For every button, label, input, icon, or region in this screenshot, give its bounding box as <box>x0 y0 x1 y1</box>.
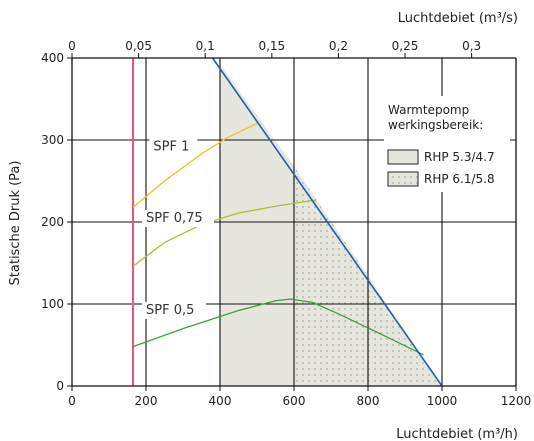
series-line-2 <box>132 298 424 356</box>
y-tick-label-400: 400 <box>41 51 64 65</box>
x-top-tick-label-0: 0 <box>68 39 76 53</box>
legend-title-line-1: Warmtepomp <box>388 103 469 117</box>
series-labels: SPF 1 SPF 0,75 SPF 0,5 <box>142 138 214 319</box>
y-tick-label-300: 300 <box>41 133 64 147</box>
region-rhp-6-1 <box>294 166 442 386</box>
x-top-tick-label-1: 0,05 <box>125 39 152 53</box>
series-line-1 <box>132 199 317 267</box>
series-line-0 <box>132 123 258 208</box>
operating-regions <box>220 64 442 386</box>
series-label-2: SPF 0,5 <box>146 303 194 318</box>
x-top-tick-label-2: 0,1 <box>196 39 215 53</box>
series-label-0: SPF 1 <box>153 140 189 155</box>
legend-item-rhp-5-3: RHP 5.3/4.7 <box>424 150 495 164</box>
x-top-axis-title: Luchtdebiet (m³/s) <box>398 11 518 26</box>
x-bottom-tick-label-200: 200 <box>135 394 158 408</box>
x-bottom-tick-label-800: 800 <box>357 394 380 408</box>
y-tick-label-0: 0 <box>56 379 64 393</box>
x-top-tick-label-5: 0,25 <box>392 39 419 53</box>
x-bottom-tick-label-600: 600 <box>283 394 306 408</box>
x-bottom-tick-label-1200: 1200 <box>501 394 532 408</box>
region-rhp-5-3 <box>220 64 294 386</box>
x-top-tick-label-4: 0,2 <box>329 39 348 53</box>
legend-title-line-2: werkingsbereik: <box>388 118 483 132</box>
y-tick-label-200: 200 <box>41 215 64 229</box>
legend-swatch-solid <box>387 149 419 165</box>
y-tick-label-100: 100 <box>41 297 64 311</box>
x-bottom-tick-label-0: 0 <box>68 394 76 408</box>
boundary-line <box>211 57 443 387</box>
boundary <box>211 57 443 387</box>
y-axis-title: Statische Druk (Pa) <box>8 161 23 286</box>
x-top-tick-label-6: 0,3 <box>462 39 481 53</box>
series-lines <box>132 58 424 386</box>
legend-swatch-dotted <box>387 171 419 187</box>
legend: Warmtepomp werkingsbereik: RHP 5.3/4.7 R… <box>384 96 510 192</box>
series-label-bg-0 <box>149 138 198 156</box>
legend-item-rhp-6-1: RHP 6.1/5.8 <box>424 172 495 186</box>
series-label-1: SPF 0,75 <box>146 211 203 226</box>
series-label-bg-2 <box>142 301 206 319</box>
x-top-tick-label-3: 0,15 <box>258 39 285 53</box>
x-bottom-tick-label-1000: 1000 <box>427 394 458 408</box>
series-label-bg-1 <box>142 210 214 227</box>
x-bottom-axis-title: Luchtdebiet (m³/h) <box>396 427 518 441</box>
x-bottom-tick-label-400: 400 <box>209 394 232 408</box>
